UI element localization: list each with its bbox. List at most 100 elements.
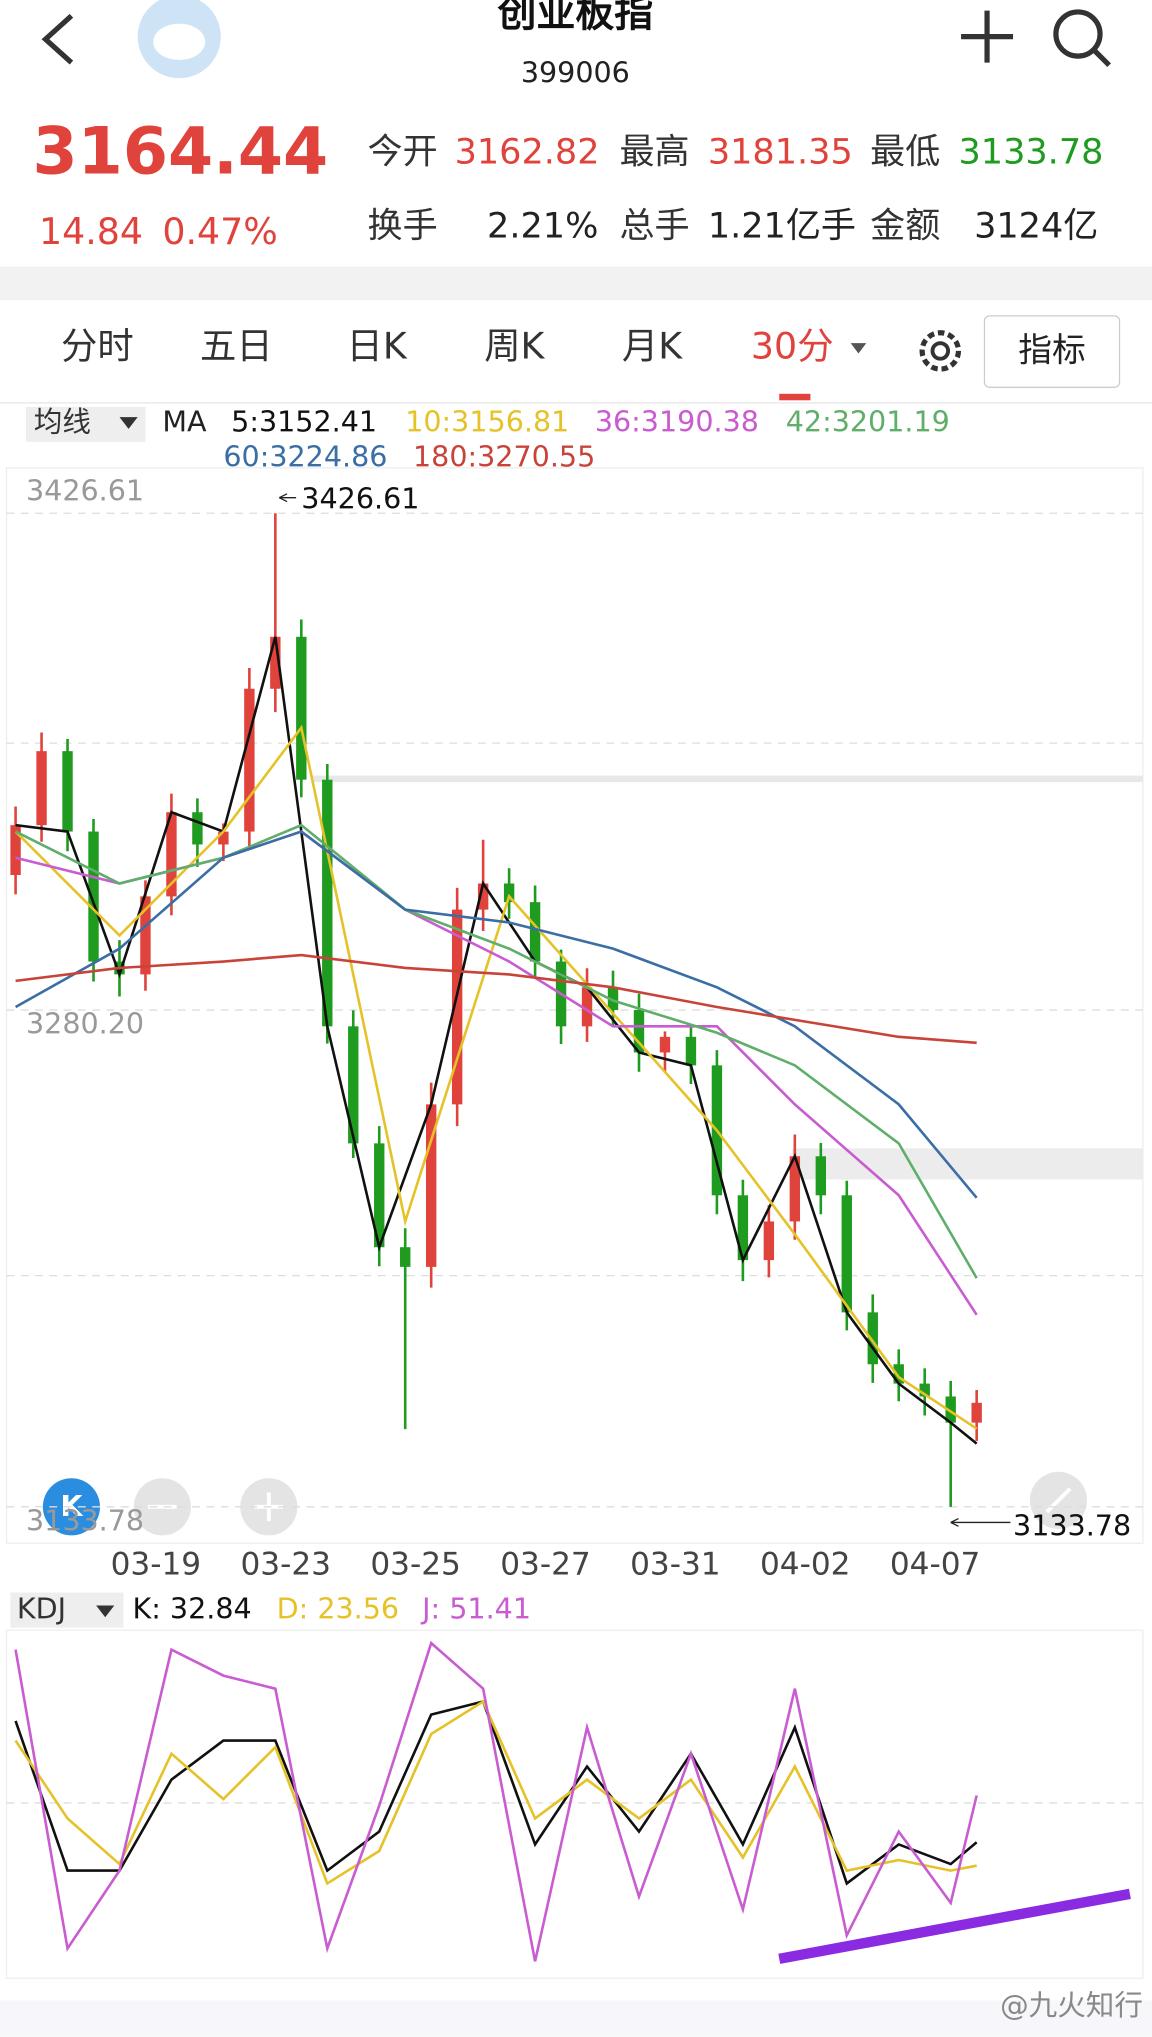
ma-line (14, 724, 978, 1430)
tab[interactable]: 月K (622, 324, 683, 367)
kdj-line (14, 1699, 977, 1886)
x-tick-label: 03-19 (111, 1546, 202, 1582)
min-label: 3133.78 (1013, 1509, 1131, 1543)
legend-entry: K: 32.84 (132, 1592, 251, 1626)
candle-body (971, 1402, 982, 1423)
candle-body (425, 1104, 437, 1267)
candle-body (945, 1396, 956, 1423)
x-tick-label: 03-27 (500, 1546, 591, 1582)
tab[interactable]: 30分 (751, 324, 834, 367)
x-tick-label: 03-31 (630, 1546, 721, 1582)
candle-body (62, 751, 73, 832)
svg-text:K: K (60, 1489, 83, 1523)
candle-body (841, 1195, 852, 1313)
y-tick-label: 3280.20 (26, 1007, 144, 1041)
price: 3164.44 (32, 115, 328, 190)
candle-body (867, 1312, 878, 1365)
candle-body (815, 1156, 827, 1196)
candle-body (685, 1036, 697, 1066)
legend-entry: 36:3190.38 (595, 405, 759, 439)
ma-dropdown (119, 417, 138, 429)
candle-body (296, 636, 307, 780)
field-label: 最低 (870, 132, 940, 173)
max-arrow (278, 493, 297, 503)
field-label: 最高 (620, 132, 690, 173)
ma-line (15, 636, 978, 1445)
tab[interactable]: 日K (347, 324, 408, 367)
candle-body (140, 896, 151, 975)
ma-selector-label: 均线 (34, 405, 91, 439)
y-tick-label: 3133.78 (26, 1503, 144, 1537)
candle-body (10, 825, 21, 876)
ma-line (15, 823, 978, 1279)
fullscreen-button[interactable] (1029, 1471, 1088, 1529)
candle-body (348, 1026, 359, 1144)
x-tick-label: 03-25 (370, 1546, 461, 1582)
field-value: 3181.35 (708, 132, 853, 173)
field-value: 3133.78 (958, 132, 1103, 173)
kdj-frame (5, 1629, 1144, 1979)
candle-body (789, 1156, 801, 1222)
field-value: 3162.82 (455, 132, 600, 173)
ma-label: MA (162, 405, 207, 439)
field-label: 今开 (368, 132, 438, 173)
candle-body (218, 831, 229, 845)
chart-frame (5, 467, 1144, 1544)
legend-entry: 180:3270.55 (413, 440, 595, 474)
candle-body (659, 1036, 671, 1053)
candle-body (36, 751, 47, 826)
kdj-line (14, 1640, 978, 1962)
tab[interactable]: 五日 (200, 324, 273, 367)
x-tick-label: 04-07 (890, 1546, 981, 1582)
title: 创业板指 (497, 0, 653, 36)
back-button[interactable] (41, 13, 74, 65)
y-tick-label: 3426.61 (26, 474, 144, 508)
tab[interactable]: 周K (484, 324, 545, 367)
min-arrow (950, 1517, 1011, 1527)
legend-entry: J: 51.41 (420, 1592, 531, 1626)
field-label: 换手 (368, 206, 438, 247)
candle-body (192, 812, 203, 845)
candle-body (322, 779, 333, 1027)
legend-entry: 42:3201.19 (786, 405, 950, 439)
change: 14.84 (39, 210, 143, 253)
candle-body (477, 883, 489, 910)
avatar-face (153, 23, 206, 61)
field-value: 2.21% (487, 206, 598, 247)
max-label: 3426.61 (301, 481, 419, 515)
candle-body (451, 909, 463, 1105)
candle-body (529, 902, 541, 962)
settings-button[interactable] (919, 330, 962, 372)
tab[interactable]: 分时 (61, 324, 134, 367)
legend-entry: 60:3224.86 (223, 440, 387, 474)
change-pct: 0.47% (162, 210, 278, 253)
candle-body (166, 812, 177, 897)
code: 399006 (521, 55, 630, 89)
legend-entry: D: 23.56 (277, 1592, 399, 1626)
ma-line (15, 953, 977, 1045)
field-label: 金额 (870, 206, 940, 247)
trend-annotation (778, 1888, 1131, 1964)
field-value: 1.21亿手 (708, 206, 856, 247)
candle-body (88, 831, 99, 962)
field-label: 总手 (620, 206, 690, 247)
kdj-selector-label: KDJ (17, 1592, 66, 1626)
candle-body (503, 883, 515, 903)
indicator-button-label[interactable]: 指标 (1018, 331, 1086, 370)
candle-body (893, 1364, 904, 1384)
legend-entry: 5:3152.41 (231, 405, 377, 439)
candle-body (400, 1247, 411, 1267)
bottom-bar (0, 2000, 1152, 2037)
candle-body (244, 688, 255, 832)
indicator-button[interactable] (983, 315, 1121, 388)
kdj-dropdown (96, 1605, 115, 1618)
price-band (311, 775, 1143, 783)
price-band (792, 1148, 1143, 1180)
candle-body (737, 1195, 749, 1261)
add-button[interactable] (961, 10, 1014, 63)
candle-body (374, 1143, 385, 1248)
candle-body (581, 987, 593, 1027)
search-button[interactable] (1053, 9, 1111, 68)
tab-dropdown (850, 343, 867, 354)
